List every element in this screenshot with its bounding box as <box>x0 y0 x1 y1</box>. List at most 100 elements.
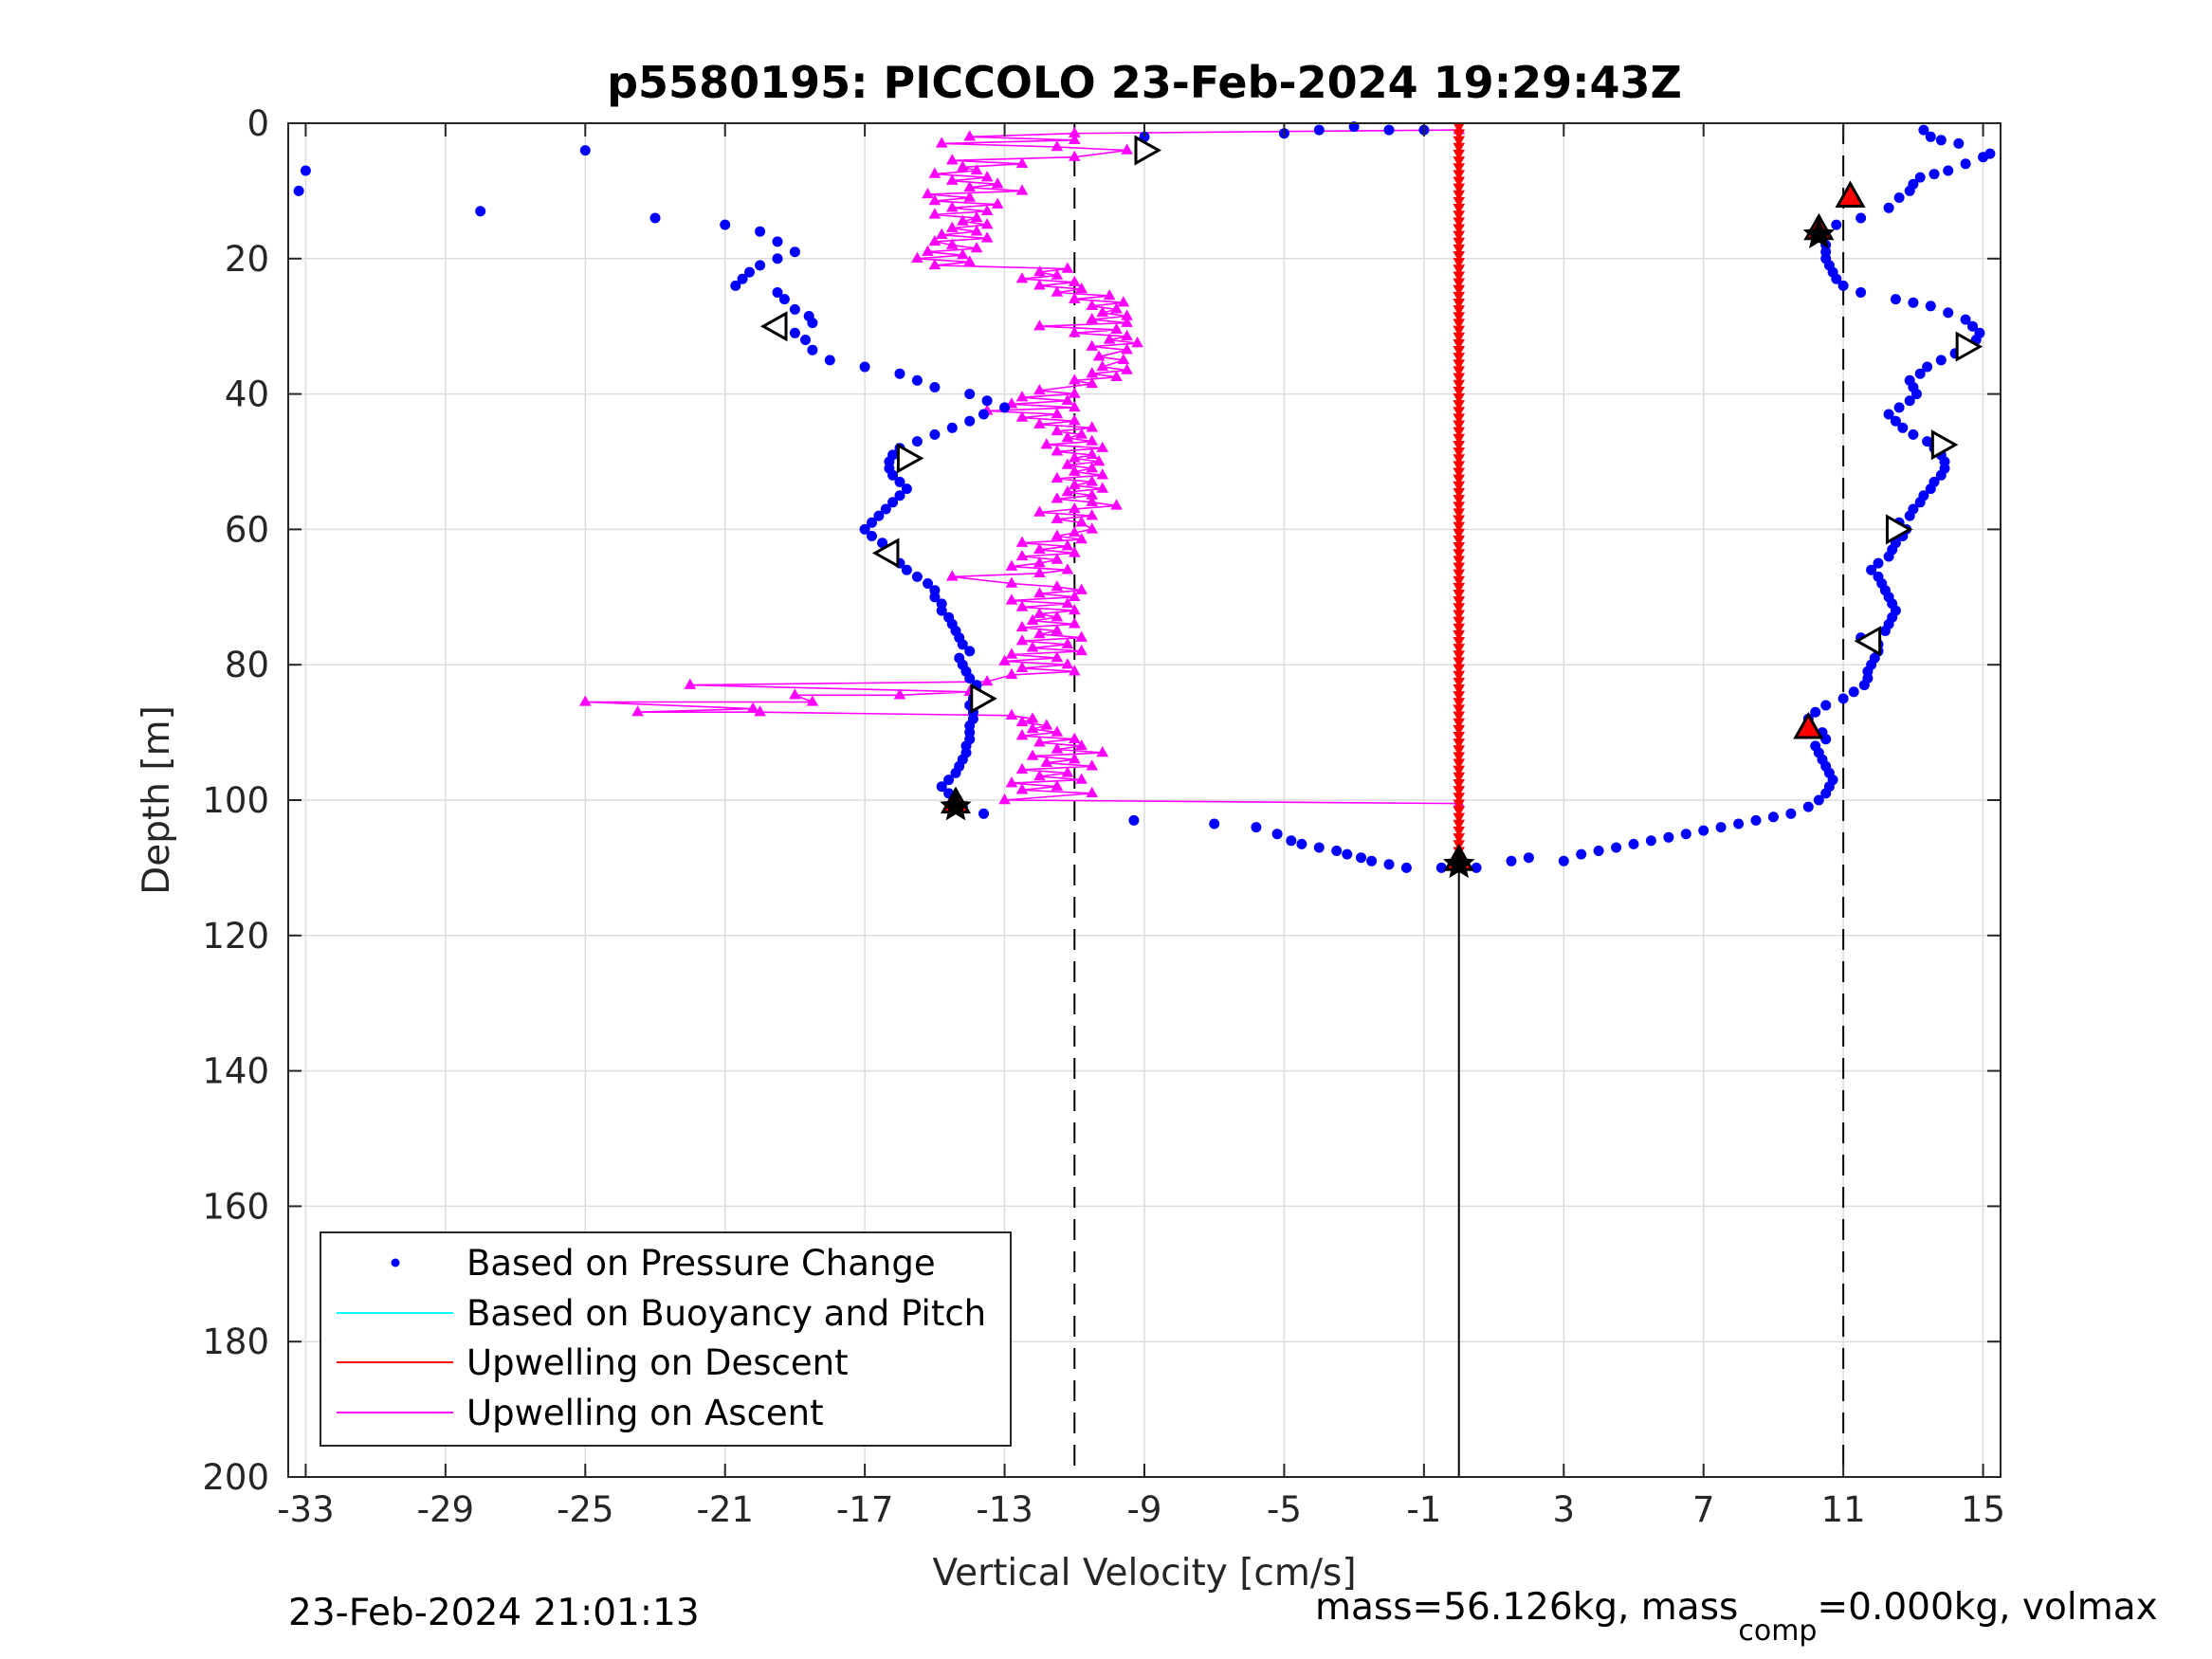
pressure-point <box>877 538 888 549</box>
x-tick-label: -33 <box>277 1489 334 1530</box>
descent-marker <box>1453 204 1466 215</box>
pressure-point <box>300 165 311 176</box>
pressure-point <box>950 767 961 778</box>
descent-marker <box>1453 799 1466 811</box>
pressure-point <box>1943 307 1954 319</box>
pressure-point <box>1918 124 1929 136</box>
event-left-marker <box>1854 626 1882 657</box>
legend-label-ascent: Upwelling on Ascent <box>466 1393 824 1433</box>
ascent-marker <box>1068 590 1081 601</box>
descent-marker <box>1453 670 1466 682</box>
pressure-point <box>887 497 899 508</box>
ascent-marker <box>1005 559 1018 571</box>
ascent-marker <box>1068 478 1081 490</box>
ascent-marker <box>1110 499 1123 510</box>
ascent-marker <box>1075 428 1088 439</box>
descent-marker <box>1453 745 1466 757</box>
ascent-marker <box>1051 529 1064 540</box>
pressure-point <box>943 775 955 786</box>
ascent-marker <box>1068 604 1081 615</box>
pressure-point <box>1967 320 1978 332</box>
descent-marker <box>1453 284 1466 296</box>
descent-marker <box>1453 447 1466 459</box>
descent-marker <box>1453 664 1466 675</box>
pressure-point <box>1908 428 1919 440</box>
pressure-point <box>730 280 741 291</box>
descent-marker <box>1453 319 1466 330</box>
ascent-marker <box>1061 658 1074 669</box>
ascent-marker <box>1051 139 1064 152</box>
pressure-point <box>978 409 989 420</box>
ascent-marker <box>1033 505 1046 517</box>
ascent-marker <box>1051 651 1064 663</box>
descent-marker <box>1453 644 1466 655</box>
descent-marker <box>1453 603 1466 614</box>
ascent-marker <box>1026 712 1039 723</box>
ascent-marker <box>963 180 977 192</box>
ascent-marker <box>1086 495 1099 507</box>
descent-marker <box>1453 629 1466 642</box>
pressure-point <box>894 476 905 487</box>
pressure-point <box>1984 148 1996 159</box>
ascent-marker <box>1068 275 1081 286</box>
x-tick-label: -17 <box>836 1489 893 1530</box>
pressure-point <box>1914 172 1926 183</box>
ascent-marker <box>1061 539 1074 551</box>
ascent-marker <box>1051 471 1064 483</box>
ascent-marker <box>1051 445 1064 456</box>
ascent-marker <box>1068 126 1081 137</box>
pressure-point <box>964 415 976 427</box>
pressure-point <box>1890 415 1901 427</box>
y-tick-label: 60 <box>225 509 269 550</box>
event-star-marker <box>1802 218 1836 248</box>
pressure-point <box>1873 571 1884 582</box>
descent-marker <box>1453 196 1466 209</box>
ascent-marker <box>1086 488 1099 500</box>
descent-marker <box>1453 474 1466 485</box>
ascent-marker <box>1026 641 1039 652</box>
descent-marker <box>1453 176 1466 188</box>
pressure-point <box>1750 814 1762 826</box>
pressure-point <box>1400 862 1412 873</box>
y-tick-label: 0 <box>247 103 269 144</box>
ascent-marker <box>1061 458 1074 469</box>
descent-marker <box>1453 122 1466 134</box>
ascent-marker <box>1086 367 1099 378</box>
y-tick-label: 20 <box>225 239 269 280</box>
descent-marker <box>1453 819 1466 830</box>
pressure-point <box>911 436 923 447</box>
descent-marker <box>1453 467 1466 479</box>
descent-marker <box>1453 427 1466 438</box>
ascent-marker <box>935 228 948 240</box>
ascent-marker <box>1040 756 1053 767</box>
event-right-marker <box>1885 514 1913 545</box>
ascent-marker <box>1110 302 1123 314</box>
ascent-marker <box>1121 329 1133 341</box>
pressure-point <box>936 781 947 793</box>
descent-marker <box>1453 454 1466 465</box>
pressure-point <box>964 646 976 657</box>
ascent-marker <box>1086 434 1099 446</box>
ascent-marker <box>922 245 934 256</box>
event-right-marker <box>970 683 997 714</box>
descent-marker <box>1453 569 1466 580</box>
ascent-marker <box>1015 156 1029 169</box>
y-tick-label: 120 <box>202 916 269 957</box>
descent-marker <box>1453 698 1466 709</box>
pressure-point <box>929 592 941 603</box>
ascent-marker <box>684 678 697 689</box>
ascent-marker <box>1033 265 1046 277</box>
descent-marker <box>1453 299 1466 310</box>
ascent-marker <box>1068 732 1081 743</box>
pressure-point <box>1837 280 1849 291</box>
pressure-point <box>755 260 766 271</box>
descent-marker <box>1453 549 1466 560</box>
ascent-marker <box>1033 384 1046 395</box>
descent-marker <box>1453 359 1466 371</box>
y-tick-label: 80 <box>225 645 269 685</box>
ascent-marker <box>1086 786 1099 798</box>
ascent-marker <box>945 570 959 581</box>
pressure-point <box>807 318 818 329</box>
ascent-marker <box>1051 285 1064 297</box>
y-tick-label: 140 <box>202 1051 269 1092</box>
